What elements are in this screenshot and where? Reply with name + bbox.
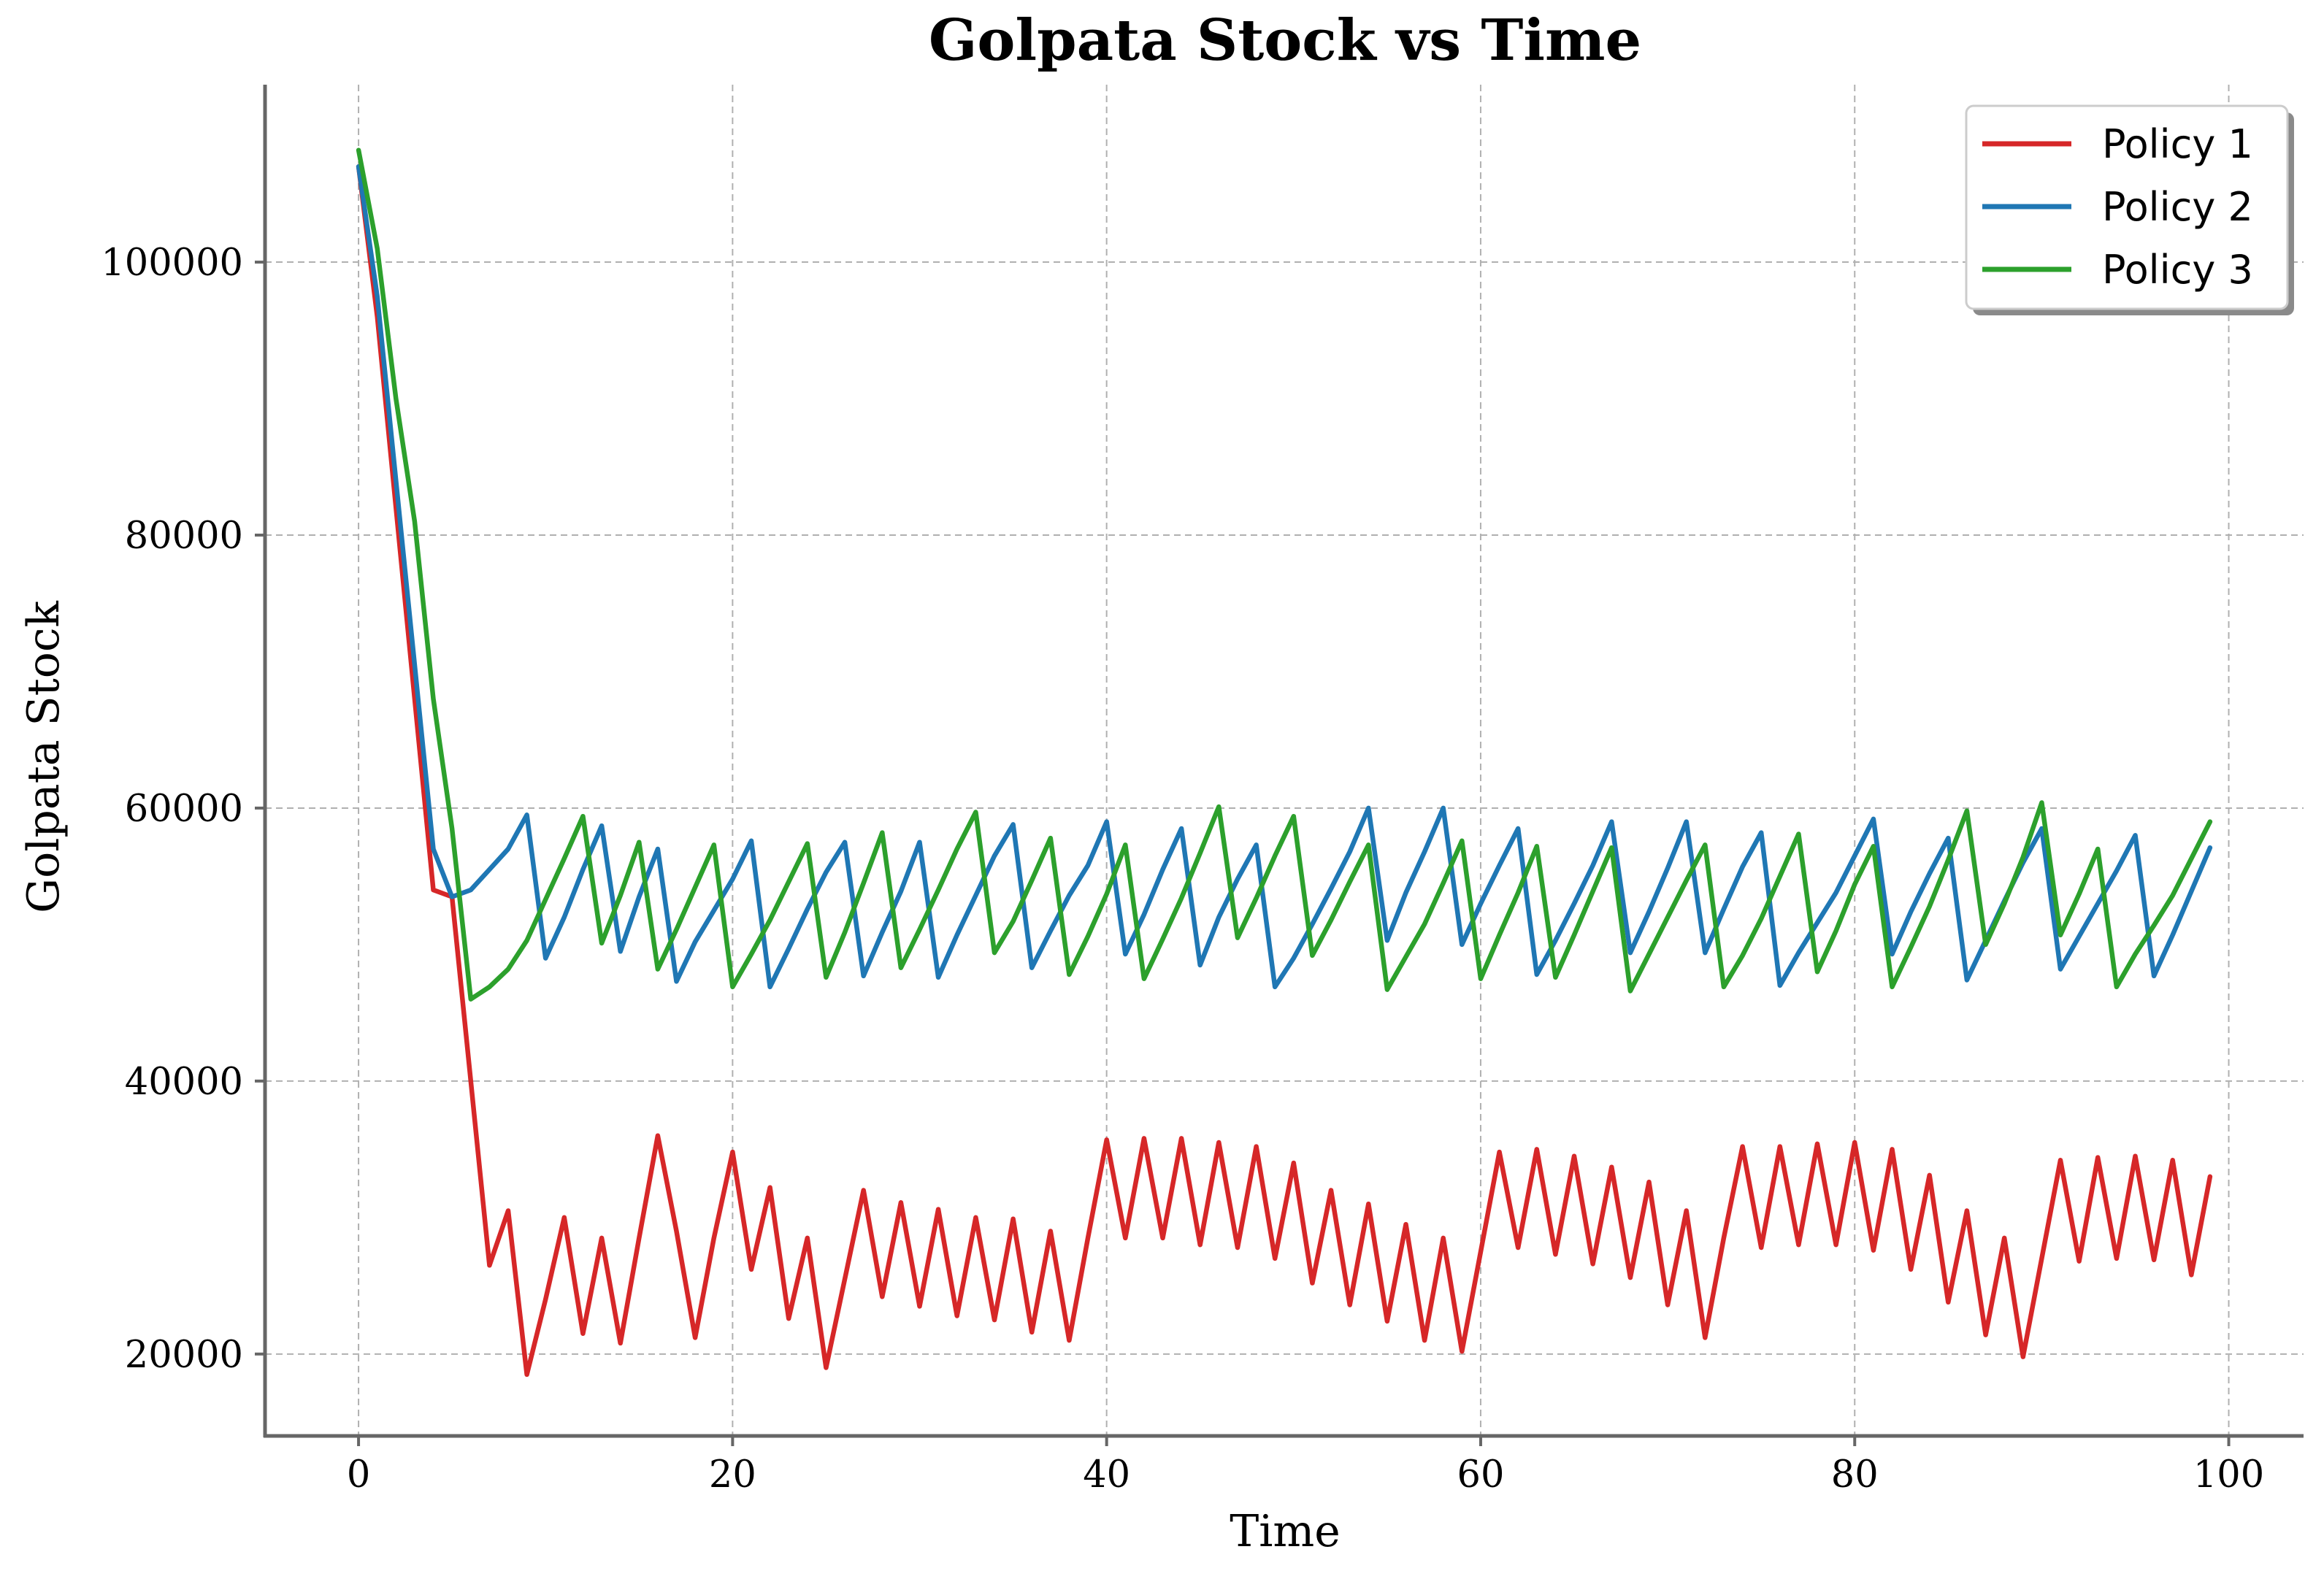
x-axis-label: Time bbox=[1230, 1506, 1341, 1557]
y-tick-label: 100000 bbox=[101, 242, 243, 285]
legend: Policy 1 Policy 2 Policy 3 bbox=[1965, 104, 2294, 315]
y-tick-label: 80000 bbox=[125, 515, 243, 558]
y-tick-label: 40000 bbox=[125, 1061, 243, 1104]
series-line-policy-1 bbox=[356, 164, 2213, 1378]
ticks: 0 20 40 60 80 100 20000 40000 60000 80000 100000 bbox=[101, 242, 2264, 1497]
y-axis-label: Golpata Stock bbox=[18, 601, 69, 913]
legend-label: Policy 3 bbox=[2102, 247, 2253, 293]
series-group bbox=[356, 147, 2213, 1378]
series-line-policy-3 bbox=[356, 147, 2213, 1002]
grid-lines bbox=[265, 85, 2304, 1436]
chart-title: Golpata Stock vs Time bbox=[929, 7, 1641, 74]
x-tick-label: 0 bbox=[347, 1453, 370, 1497]
y-tick-label: 20000 bbox=[125, 1334, 243, 1377]
axes bbox=[263, 85, 2304, 1438]
x-tick-label: 40 bbox=[1083, 1453, 1130, 1497]
y-tick-label: 60000 bbox=[125, 788, 243, 831]
x-tick-label: 20 bbox=[709, 1453, 756, 1497]
x-tick-label: 80 bbox=[1831, 1453, 1879, 1497]
x-tick-label: 60 bbox=[1457, 1453, 1505, 1497]
legend-label: Policy 2 bbox=[2102, 184, 2253, 230]
x-tick-label: 100 bbox=[2193, 1453, 2264, 1497]
legend-box bbox=[1965, 104, 2289, 310]
series-line-policy-2 bbox=[356, 164, 2213, 990]
legend-label: Policy 1 bbox=[2102, 121, 2253, 167]
